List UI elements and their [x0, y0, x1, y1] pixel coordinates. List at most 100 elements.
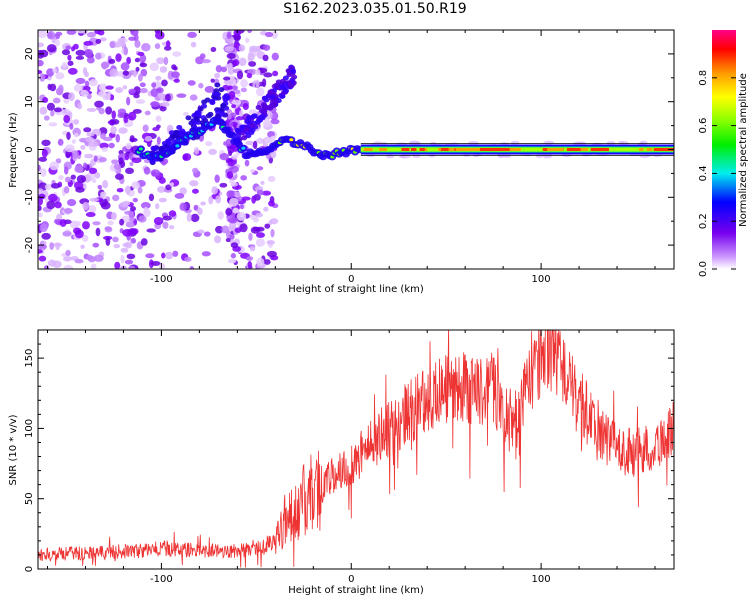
steady-band-peak — [542, 148, 548, 151]
snr-panel: -100 0 100 0 50 100 150 Height of straight lin… — [8, 329, 675, 596]
colorbar-tick-label: 0.8 — [698, 70, 709, 86]
noise-blob — [38, 255, 47, 262]
snr-frame — [37, 329, 675, 570]
noise-blob — [199, 53, 206, 60]
noise-blob — [217, 211, 224, 220]
noise-blob — [120, 247, 129, 253]
noise-blob — [131, 181, 141, 189]
noise-blob — [50, 182, 61, 189]
noise-blob — [63, 264, 73, 269]
steady-band-peak — [653, 148, 661, 151]
noise-blob — [163, 56, 169, 66]
snr-axes: -100 0 100 0 50 100 150 — [24, 330, 674, 585]
noise-blob — [63, 114, 71, 124]
noise-blob — [94, 172, 101, 179]
noise-blob — [153, 217, 164, 226]
noise-blob — [171, 64, 177, 70]
noise-blob — [107, 220, 114, 226]
noise-blob — [219, 182, 228, 188]
noise-blob — [109, 41, 116, 49]
ridge-blob — [179, 128, 186, 134]
noise-blob — [129, 161, 134, 167]
ridge-blob — [280, 78, 287, 84]
noise-blob — [193, 204, 199, 211]
ridge-core — [289, 138, 294, 142]
noise-blob — [161, 79, 168, 87]
noise-blob — [137, 73, 143, 82]
noise-blob — [227, 114, 232, 120]
noise-blob — [399, 154, 407, 159]
noise-blob — [262, 142, 269, 147]
noise-blob — [88, 167, 98, 175]
noise-blob — [158, 93, 165, 100]
noise-blob — [83, 40, 94, 46]
ridge-core — [138, 147, 143, 151]
noise-blob — [223, 80, 234, 85]
noise-blob — [74, 229, 84, 239]
noise-blob — [122, 228, 133, 237]
noise-blob — [230, 253, 236, 259]
noise-blob — [132, 109, 142, 114]
ridge-blob — [176, 124, 183, 130]
noise-blob — [93, 254, 104, 262]
noise-blob — [112, 236, 119, 243]
noise-blob — [126, 253, 136, 260]
steady-band-peak — [363, 148, 373, 151]
ridge-blob — [214, 82, 221, 88]
noise-blob — [48, 193, 58, 202]
noise-blob — [95, 52, 102, 60]
noise-blob — [125, 167, 135, 175]
noise-blob — [39, 168, 47, 177]
noise-blob — [66, 30, 77, 35]
ridge-blob — [245, 115, 252, 121]
noise-blob — [118, 157, 124, 165]
y-tick-label: 150 — [24, 349, 35, 368]
noise-blob — [102, 180, 109, 189]
ridge-blob — [191, 119, 198, 125]
noise-blob — [95, 227, 101, 237]
noise-blob — [271, 30, 278, 40]
noise-blob — [240, 79, 248, 88]
steady-band-peak — [493, 148, 506, 151]
noise-blob — [67, 54, 72, 61]
noise-blob — [263, 72, 273, 78]
noise-blob — [132, 197, 138, 203]
ridge-blob — [286, 72, 293, 78]
noise-blob — [248, 232, 253, 241]
noise-blob — [225, 208, 233, 216]
noise-blob — [59, 218, 67, 227]
noise-blob — [116, 187, 124, 193]
noise-blob — [169, 182, 174, 187]
steady-band-peak — [503, 148, 510, 151]
noise-blob — [39, 223, 48, 233]
spectrogram-y-axis-label: Frequency (Hz) — [8, 112, 19, 188]
noise-blob — [219, 153, 229, 161]
noise-blob — [156, 124, 161, 129]
noise-blob — [41, 148, 48, 158]
snr-plot-area — [38, 330, 674, 568]
noise-blob — [64, 208, 73, 214]
noise-blob — [53, 107, 62, 113]
noise-blob — [262, 190, 272, 196]
noise-blob — [128, 265, 135, 269]
noise-blob — [228, 150, 233, 157]
noise-blob — [141, 42, 151, 52]
noise-blob — [63, 186, 70, 194]
noise-blob — [74, 259, 84, 264]
noise-blob — [135, 66, 140, 72]
noise-blob — [125, 142, 132, 150]
noise-blob — [130, 237, 137, 244]
noise-blob — [238, 44, 246, 52]
noise-blob — [247, 30, 252, 34]
noise-blob — [82, 67, 88, 75]
noise-blob — [126, 96, 131, 106]
steady-band-peak — [566, 148, 581, 151]
ridge-blob — [279, 93, 286, 99]
noise-blob — [138, 215, 147, 223]
steady-band-peak — [659, 148, 672, 151]
noise-blob — [244, 159, 250, 167]
ridge-blob — [185, 115, 192, 121]
ridge-core — [175, 144, 180, 148]
noise-blob — [82, 221, 90, 230]
noise-blob — [197, 207, 203, 215]
